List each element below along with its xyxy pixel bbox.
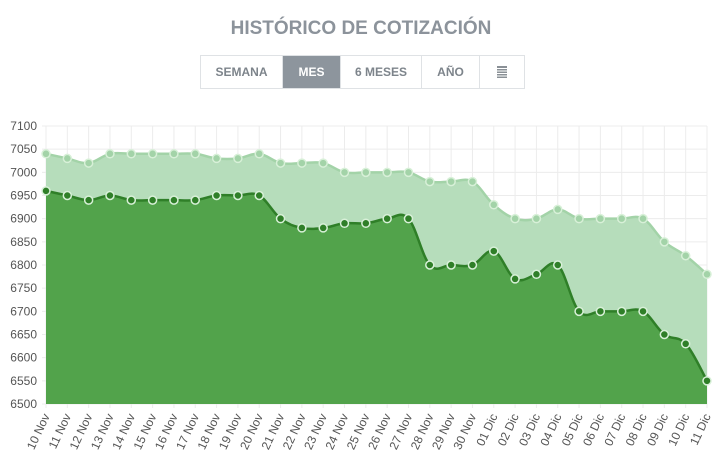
data-point-high[interactable]: [425, 176, 435, 187]
data-point-high[interactable]: [318, 158, 328, 168]
data-point-low[interactable]: [126, 195, 137, 205]
data-point-low[interactable]: [425, 260, 435, 270]
data-point-low[interactable]: [233, 190, 243, 201]
data-point-low[interactable]: [83, 195, 94, 205]
data-point-low[interactable]: [147, 195, 158, 205]
data-point-low[interactable]: [489, 246, 499, 256]
range-button-year[interactable]: AÑO: [422, 56, 480, 88]
data-point-high[interactable]: [680, 250, 691, 261]
data-point-low[interactable]: [105, 190, 115, 201]
data-point-high[interactable]: [489, 200, 499, 210]
data-point-high[interactable]: [638, 213, 648, 224]
y-tick-label: 7050: [10, 142, 37, 156]
data-point-high[interactable]: [41, 149, 51, 159]
data-point-low[interactable]: [510, 274, 520, 284]
chart-title: HISTÓRICO DE COTIZACIÓN: [230, 18, 492, 39]
data-point-high[interactable]: [105, 149, 115, 159]
chart-series: [41, 149, 712, 404]
data-point-low[interactable]: [275, 213, 286, 224]
data-point-high[interactable]: [361, 167, 371, 178]
data-point-high[interactable]: [446, 176, 456, 187]
data-point-high[interactable]: [595, 213, 606, 224]
data-point-high[interactable]: [62, 153, 73, 164]
data-point-high[interactable]: [147, 149, 158, 159]
data-point-high[interactable]: [190, 149, 201, 159]
y-tick-label: 6650: [10, 328, 37, 342]
data-point-high[interactable]: [616, 213, 627, 224]
data-point-low[interactable]: [595, 306, 606, 317]
data-point-high[interactable]: [126, 149, 137, 159]
data-point-high[interactable]: [297, 158, 307, 168]
y-tick-label: 6950: [10, 189, 37, 203]
data-point-high[interactable]: [339, 167, 350, 178]
data-point-high[interactable]: [233, 153, 243, 164]
data-point-low[interactable]: [382, 213, 392, 224]
data-point-high[interactable]: [702, 269, 712, 280]
y-axis: 7100 7050 7000 6950 6900 6850 6800 6750 6700 6650…: [10, 119, 37, 411]
y-tick-label: 7000: [10, 165, 37, 179]
range-button-calendar[interactable]: [480, 56, 524, 88]
data-point-low[interactable]: [169, 195, 179, 205]
y-tick-label: 6550: [10, 374, 37, 388]
data-point-low[interactable]: [702, 376, 712, 386]
range-button-6-months[interactable]: 6 MESES: [341, 56, 422, 88]
y-tick-label: 6850: [10, 235, 37, 249]
data-point-low[interactable]: [211, 190, 222, 201]
data-point-low[interactable]: [339, 218, 350, 229]
data-point-high[interactable]: [169, 149, 179, 159]
data-point-low[interactable]: [62, 190, 73, 201]
data-point-low[interactable]: [531, 269, 542, 280]
data-point-high[interactable]: [467, 176, 478, 187]
range-selector: SEMANA MES 6 MESES AÑO: [200, 55, 525, 89]
range-button-week[interactable]: SEMANA: [201, 56, 283, 88]
data-point-high[interactable]: [254, 149, 264, 159]
data-point-high[interactable]: [211, 153, 222, 164]
y-tick-label: 6750: [10, 281, 37, 295]
data-point-low[interactable]: [254, 190, 264, 201]
data-point-low[interactable]: [41, 186, 51, 196]
data-point-low[interactable]: [638, 306, 648, 317]
data-point-low[interactable]: [616, 306, 627, 317]
data-point-low[interactable]: [403, 213, 414, 224]
data-point-high[interactable]: [552, 204, 563, 215]
data-point-low[interactable]: [318, 223, 328, 233]
series-low-area: [46, 190, 707, 404]
data-point-low[interactable]: [574, 306, 584, 317]
data-point-low[interactable]: [552, 260, 563, 270]
data-point-high[interactable]: [275, 158, 286, 168]
y-tick-label: 6700: [10, 304, 37, 318]
y-tick-label: 6800: [10, 258, 37, 272]
data-point-low[interactable]: [297, 223, 307, 233]
data-point-low[interactable]: [467, 260, 478, 270]
y-tick-label: 7100: [10, 119, 37, 133]
range-button-month[interactable]: MES: [283, 56, 341, 88]
data-point-high[interactable]: [574, 213, 584, 224]
y-tick-label: 6900: [10, 212, 37, 226]
data-point-high[interactable]: [403, 167, 414, 178]
data-point-low[interactable]: [361, 218, 371, 229]
data-point-high[interactable]: [659, 237, 670, 247]
y-tick-label: 6600: [10, 351, 37, 365]
data-point-high[interactable]: [83, 158, 94, 168]
calendar-icon: [497, 66, 507, 78]
data-point-low[interactable]: [190, 195, 201, 205]
data-point-low[interactable]: [659, 329, 670, 340]
data-point-low[interactable]: [446, 260, 456, 270]
data-point-low[interactable]: [680, 339, 691, 349]
data-point-high[interactable]: [382, 167, 392, 178]
data-point-high[interactable]: [510, 213, 520, 224]
data-point-high[interactable]: [531, 213, 542, 224]
y-tick-label: 6500: [10, 397, 37, 411]
